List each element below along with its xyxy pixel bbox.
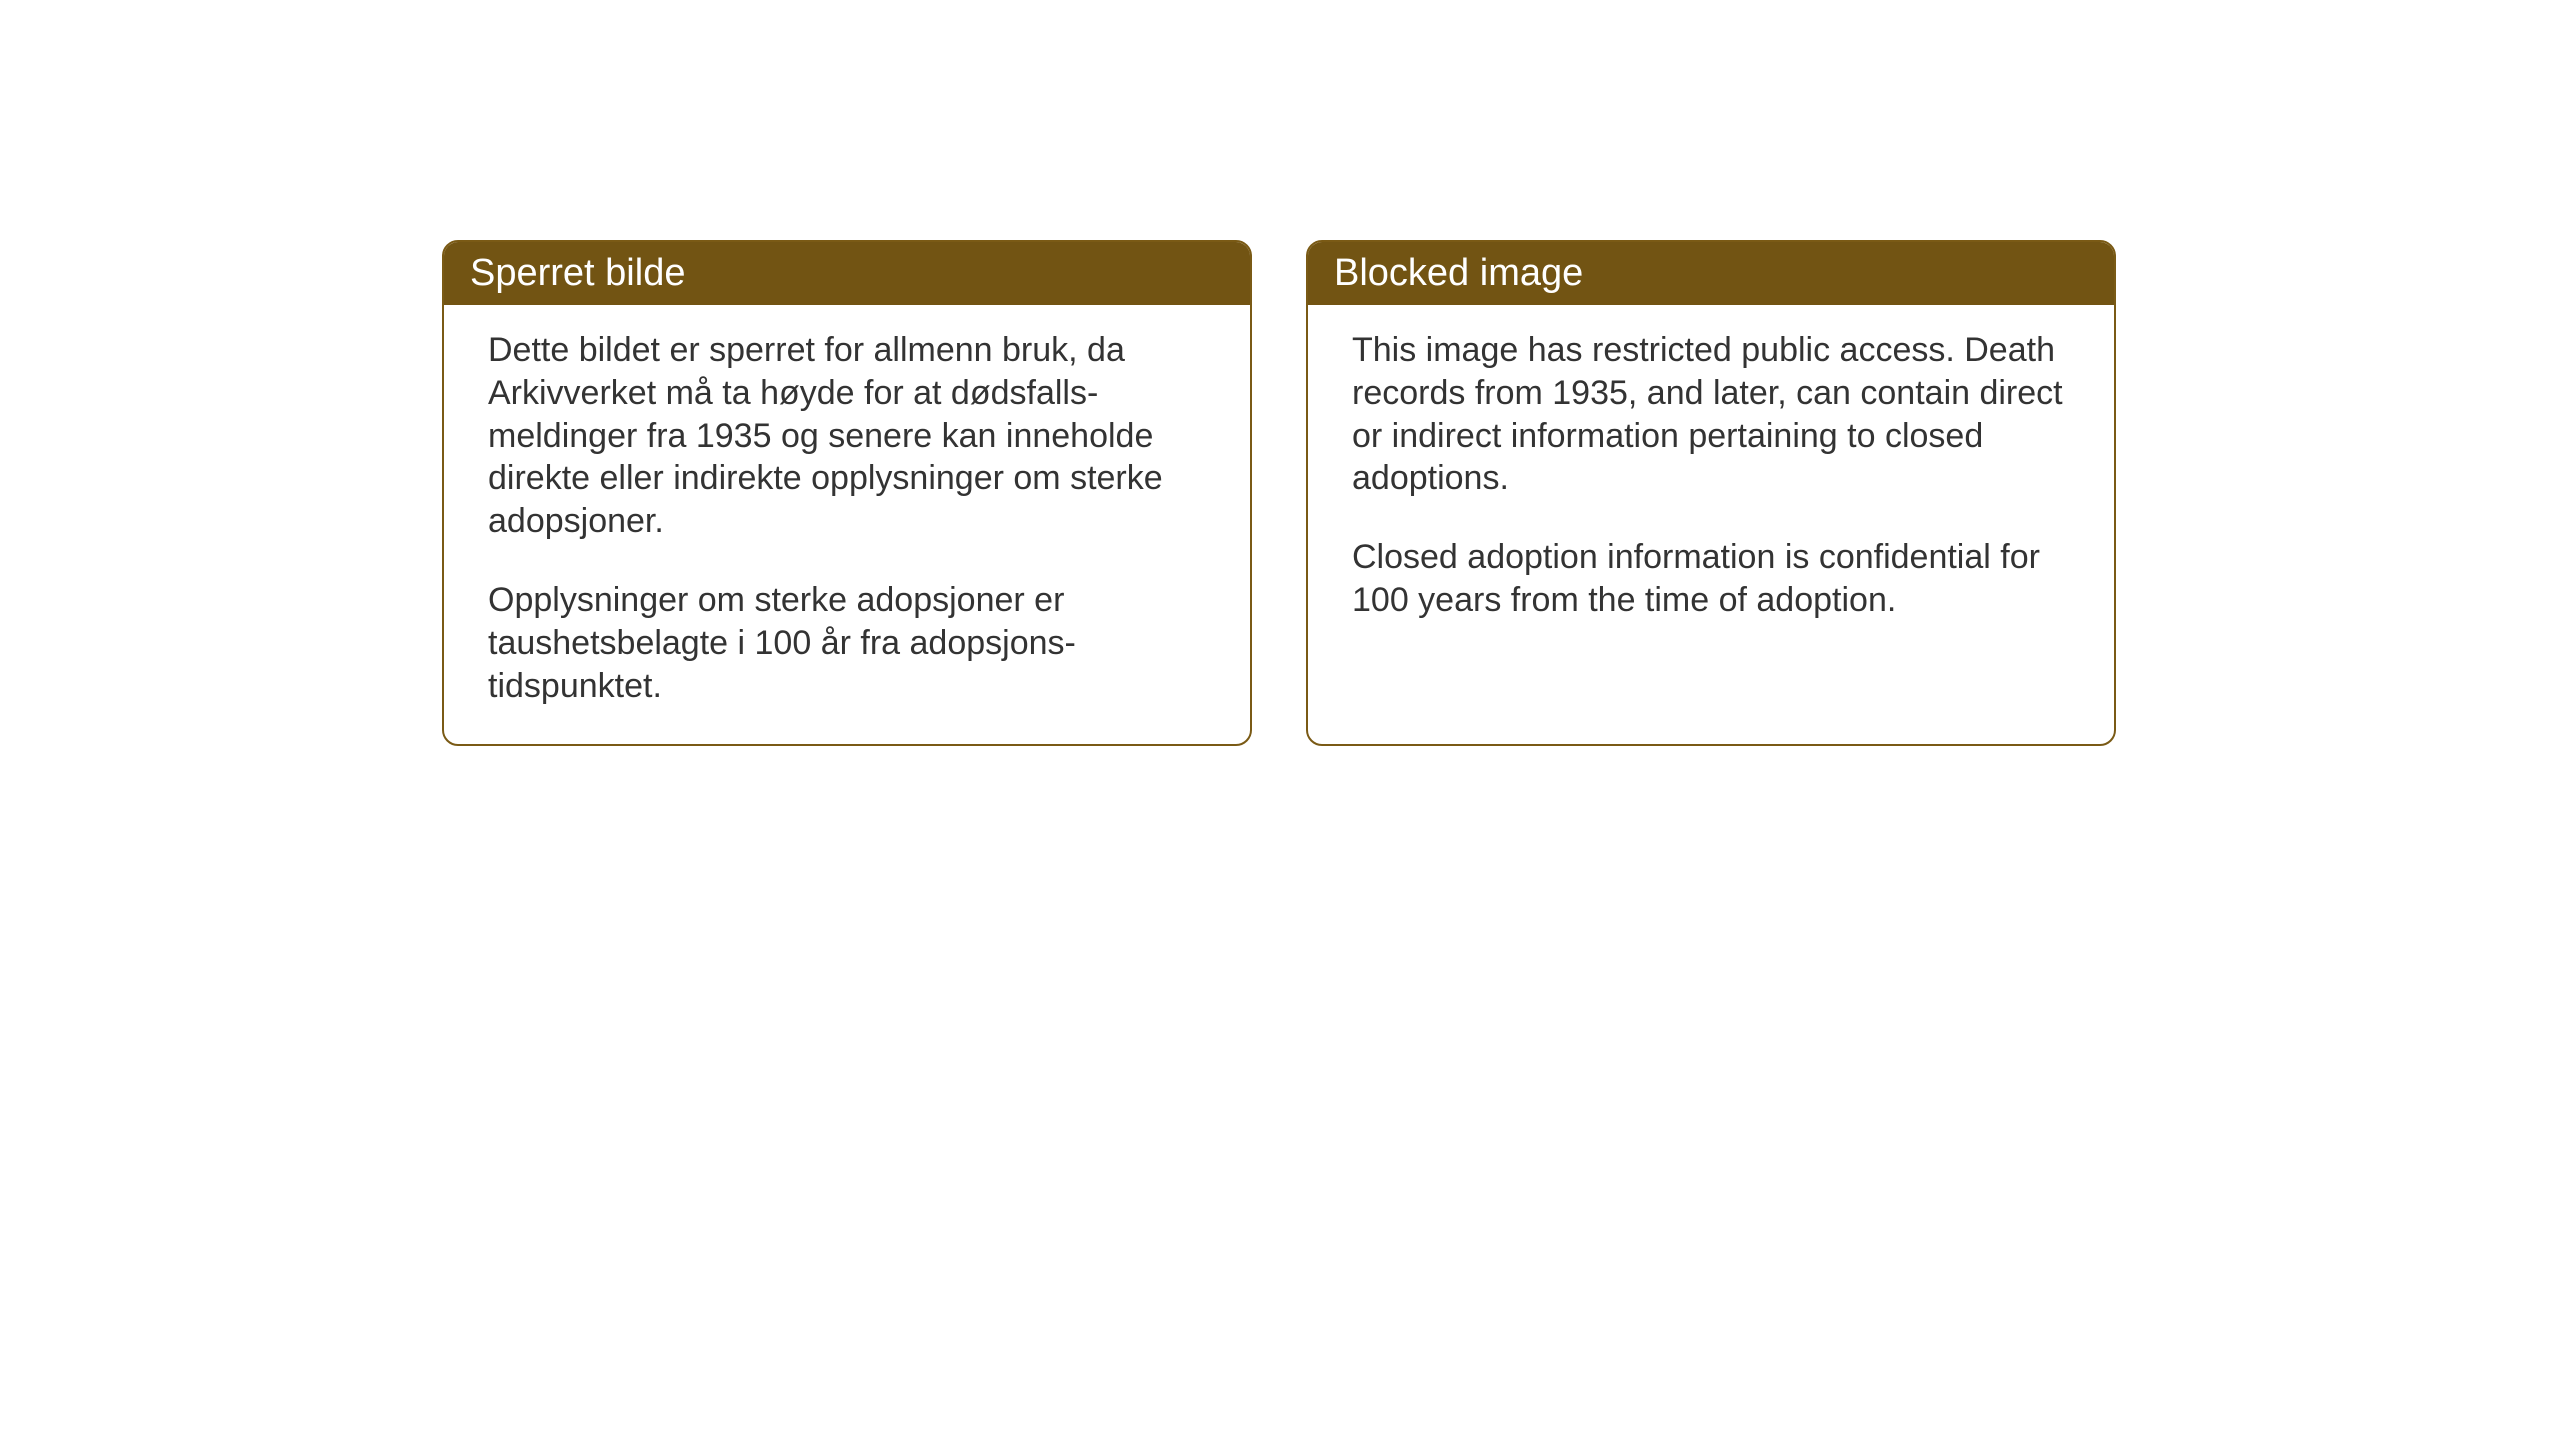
notice-card-norwegian: Sperret bilde Dette bildet er sperret fo…	[442, 240, 1252, 746]
card-paragraph-norwegian-2: Opplysninger om sterke adopsjoner er tau…	[488, 579, 1206, 707]
card-title-english: Blocked image	[1334, 252, 1583, 294]
card-body-english: This image has restricted public access.…	[1308, 305, 2114, 725]
notice-card-english: Blocked image This image has restricted …	[1306, 240, 2116, 746]
cards-container: Sperret bilde Dette bildet er sperret fo…	[442, 240, 2116, 746]
card-header-norwegian: Sperret bilde	[444, 242, 1250, 305]
card-paragraph-norwegian-1: Dette bildet er sperret for allmenn bruk…	[488, 329, 1206, 543]
card-paragraph-english-1: This image has restricted public access.…	[1352, 329, 2070, 500]
card-header-english: Blocked image	[1308, 242, 2114, 305]
card-body-norwegian: Dette bildet er sperret for allmenn bruk…	[444, 305, 1250, 744]
card-paragraph-english-2: Closed adoption information is confident…	[1352, 536, 2070, 622]
card-title-norwegian: Sperret bilde	[470, 252, 685, 294]
